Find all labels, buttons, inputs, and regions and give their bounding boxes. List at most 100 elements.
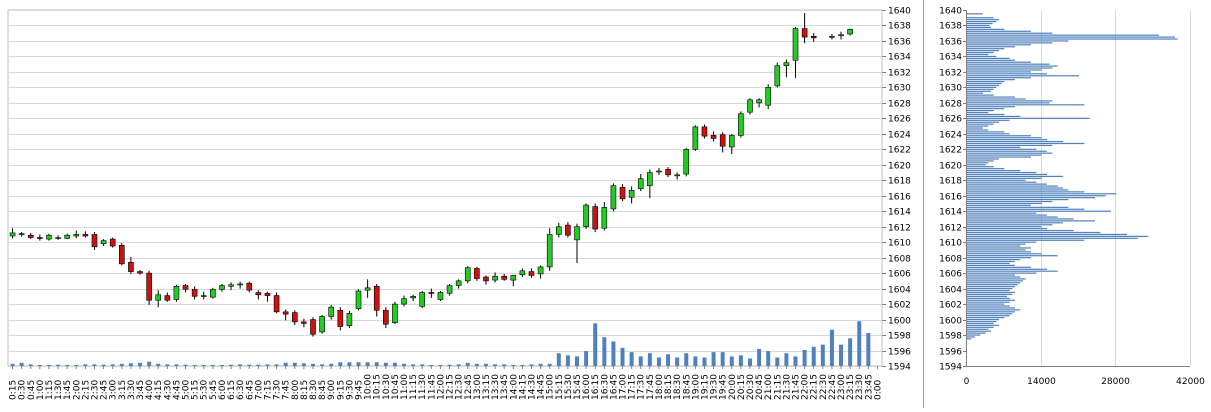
volume-bar [775,357,780,366]
profile-bar [967,24,990,27]
candle-up [610,185,617,210]
volume-bar [666,354,671,366]
candle-down [474,268,480,279]
x-tick-label: 8:00 [291,380,301,400]
profile-bar [967,193,1117,195]
profile-bar [967,61,1031,63]
profile-bar [967,119,1010,121]
profile-bar [967,204,1031,207]
profile-bar [967,224,1053,226]
volume-bar [374,362,379,366]
candle-down [619,186,626,200]
profile-bar [967,260,1015,263]
profile-y-tick-label: 1616 [939,193,962,203]
profile-bar [967,197,1095,199]
candle-down [701,126,708,137]
candle-up [637,178,644,190]
profile-bar [967,305,1010,307]
profile-bar [967,84,999,87]
x-tick-label: 14:15 [518,374,528,400]
volume-bar [747,358,752,366]
x-tick-label: 1:15 [45,380,55,400]
candle-down [246,282,253,291]
profile-bar [967,264,1015,266]
candle-up [783,62,790,67]
profile-bar [967,40,1069,42]
x-tick-label: 0:30 [18,380,28,400]
candle-down [383,309,389,325]
x-tick-label: 19:45 [719,374,729,400]
x-tick-label: 22:15 [810,374,820,400]
candle-down [128,261,134,272]
profile-bar [967,148,1037,150]
profile-bar [967,200,1053,203]
profile-bar [967,55,997,58]
candle-up [355,290,362,310]
profile-bar [967,125,989,127]
volume-bar [28,364,33,366]
x-tick-label: 17:00 [619,374,629,400]
profile-bar [967,102,1050,104]
candle-down [255,292,262,296]
profile-y-tick-label: 1606 [939,270,962,280]
profile-bar [967,288,1013,290]
profile-y-tick-label: 1630 [939,84,962,94]
candle-up [774,65,781,87]
volume-bar [128,363,133,366]
candle-up [765,87,771,106]
profile-bar [967,140,1063,143]
profile-bar [967,266,1031,268]
x-tick-label: 6:00 [218,380,228,400]
candle-down [801,28,808,38]
volume-bar [829,329,834,366]
profile-bar [967,162,989,164]
x-tick-label: 5:15 [191,380,201,400]
profile-bar [967,108,1005,110]
profile-bar [967,160,994,162]
x-tick-label: 11:45 [427,374,437,400]
volume-bar [848,338,853,366]
candle-up [492,275,498,281]
x-tick-label: 12:45 [464,374,474,400]
candle-up [419,292,426,307]
volume-bar [101,364,106,366]
volume-bar [684,353,689,366]
profile-bar [967,32,1053,34]
x-tick-label: 23:00 [837,374,847,400]
profile-bar [967,71,1031,73]
candle-up [656,170,662,173]
y-tick-label: 1618 [888,177,911,187]
x-tick-label: 12:15 [446,374,456,400]
candle-down [710,135,717,139]
candle-down [137,271,143,274]
candle-up [692,126,699,150]
volume-bar [857,321,862,366]
profile-bar [967,336,975,338]
x-tick-label: 14:45 [537,374,547,400]
x-tick-label: 18:30 [673,374,683,400]
candle-up [674,174,680,177]
profile-bar [967,53,989,56]
x-tick-label: 7:30 [273,380,283,400]
profile-bar [967,21,997,23]
profile-y-tick-label: 1628 [939,100,962,110]
profile-y-tick-label: 1598 [939,332,962,342]
profile-bar [967,57,1010,59]
candle-down [191,289,198,297]
y-tick-label: 1600 [888,317,911,327]
volume-bar [329,363,334,366]
profile-bar [967,46,1015,48]
volume-bar [474,363,479,366]
x-tick-label: 21:15 [773,374,783,400]
volume-bar [256,364,261,366]
candle-up [155,294,162,301]
candle-up [200,295,207,297]
profile-bar [967,247,1031,249]
volume-bar [811,346,816,366]
x-tick-label: 17:30 [637,374,647,400]
profile-bar [967,79,1015,81]
profile-bar [967,249,1026,251]
profile-bar [967,262,1010,265]
